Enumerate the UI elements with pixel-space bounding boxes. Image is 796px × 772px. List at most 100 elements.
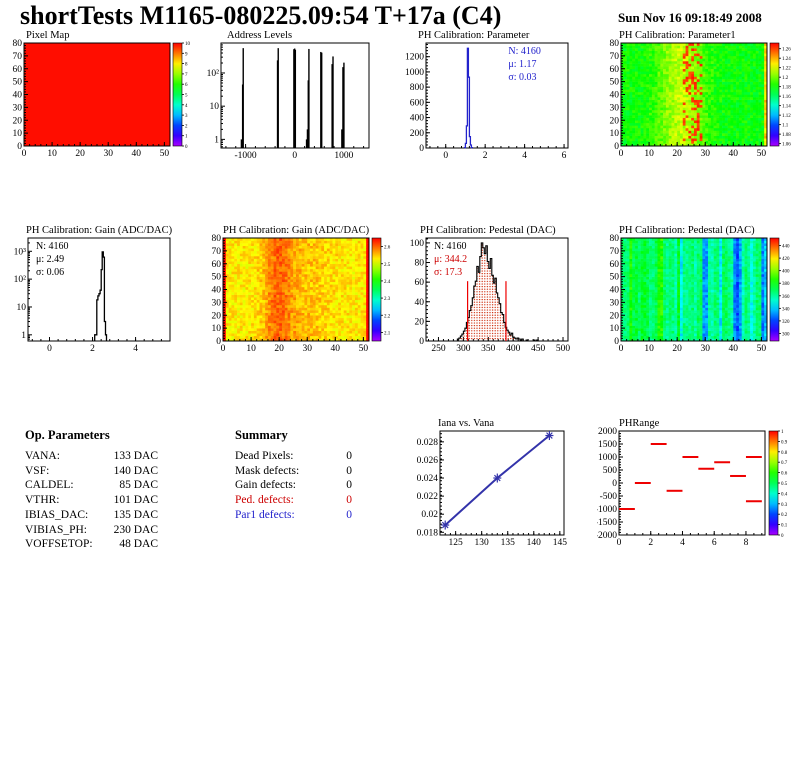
svg-text:40: 40 [610,91,620,101]
svg-text:10²: 10² [14,275,27,285]
row-value: 0 [346,494,352,507]
svg-text:2: 2 [90,344,95,354]
row-label: VOFFSETOP: [25,538,93,551]
gain-histogram-chart: 0 2 4 1 10 10² 10³ N: 4160 μ: 2.49 σ: 0.06 [14,237,171,354]
chart-title: PHRange [619,418,660,429]
svg-text:40: 40 [212,286,222,296]
phrange-chart: 0 2 4 6 8-2000-1500-1000-5000500100015002000… [597,427,788,548]
svg-text:0: 0 [216,337,221,347]
phrange-panel: PHRange 0 2 4 6 8 -2000 -1500 -1000 -500 0 500 1000… [597,410,796,568]
svg-text:10: 10 [47,149,57,159]
svg-text:4: 4 [133,344,138,354]
svg-text:250: 250 [431,344,446,354]
svg-text:1.14: 1.14 [782,105,791,110]
svg-text:100: 100 [410,239,425,249]
svg-text:10: 10 [246,344,256,354]
svg-text:30: 30 [212,298,222,308]
row-label: Ped. defects: [235,494,294,507]
svg-text:6: 6 [185,83,188,88]
svg-text:80: 80 [13,39,23,49]
svg-text:30: 30 [302,344,312,354]
svg-text:1: 1 [185,135,188,140]
svg-text:2.2: 2.2 [384,314,391,319]
svg-text:1.22: 1.22 [782,67,791,72]
svg-text:1.08: 1.08 [782,133,791,138]
svg-text:50: 50 [212,273,222,283]
svg-text:σ: 17.3: σ: 17.3 [434,267,462,278]
svg-text:20: 20 [610,116,620,126]
op-parameters-panel: Op. Parameters VANA: 133 DAC VSF: 140 DAC CA… [25,428,158,552]
svg-text:0: 0 [221,344,226,354]
table-row: IBIAS_DAC: 135 DAC [25,508,158,523]
row-label: VANA: [25,450,60,462]
svg-text:800: 800 [410,83,425,93]
svg-text:10²: 10² [207,69,220,79]
svg-text:1.16: 1.16 [782,95,791,100]
svg-text:20: 20 [274,344,284,354]
svg-text:60: 60 [610,65,620,75]
svg-text:0: 0 [185,145,188,150]
svg-text:10: 10 [185,42,191,47]
svg-text:2.4: 2.4 [384,280,391,285]
svg-text:4: 4 [185,104,188,109]
svg-text:N: 4160: N: 4160 [508,46,541,57]
svg-text:0: 0 [443,151,448,161]
svg-text:8: 8 [185,63,188,68]
svg-text:80: 80 [610,39,620,49]
row-label: Mask defects: [235,464,300,477]
svg-text:1000: 1000 [405,68,424,78]
pedestal-histogram-chart: 250 300 350 400 450 500 0 20 40 60 80 100 N: 4160 μ: … [410,237,571,354]
chart-title: PH Calibration: Parameter1 [619,30,736,41]
table-row: VIBIAS_PH: 230 DAC [25,523,158,538]
iana-vs-vana-chart: 125 130 135 140 1450.0180.020.0220.0240.0260… [417,430,567,548]
pedestal-histogram-panel: PH Calibration: Pedestal (DAC) 250 300 350… [398,218,597,376]
svg-text:1.06: 1.06 [782,143,791,148]
svg-text:1.26: 1.26 [782,48,791,53]
row-value: 133 DAC [113,450,158,462]
svg-text:40: 40 [415,298,425,308]
chart-title: PH Calibration: Pedestal (DAC) [420,225,556,236]
svg-text:1: 1 [214,135,219,145]
svg-text:70: 70 [610,52,620,62]
pixel-map-chart: 0 10 20 30 40 50 0 10 20 30 40 50 60 70 80 0 1 2 3 4 5 6 7 8 9 10 [13,39,191,159]
svg-text:σ: 0.03: σ: 0.03 [508,72,536,83]
svg-text:0: 0 [22,149,27,159]
iana-vs-vana-panel: Iana vs. Vana 125 130 135 140 145 0.018 0.02 0.… [398,410,597,568]
row-value: 135 DAC [113,508,158,521]
chart-title: Address Levels [227,30,293,41]
chart-title: PH Calibration: Gain (ADC/DAC) [26,225,173,236]
svg-text:10³: 10³ [14,247,27,257]
row-value: 0 [346,450,352,462]
row-value: 140 DAC [113,464,158,477]
row-value: 0 [346,464,352,477]
svg-text:0: 0 [419,144,424,154]
svg-text:10: 10 [212,324,222,334]
table-row: Gain defects: 0 [235,478,352,493]
svg-text:0: 0 [47,344,52,354]
svg-text:400: 400 [506,344,521,354]
svg-text:0: 0 [419,337,424,347]
row-label: Gain defects: [235,479,296,492]
svg-text:4: 4 [522,151,527,161]
row-label: CALDEL: [25,479,74,492]
svg-text:10: 10 [610,129,620,139]
svg-text:500: 500 [556,344,571,354]
svg-text:10: 10 [13,129,23,139]
svg-text:350: 350 [481,344,496,354]
svg-text:σ: 0.06: σ: 0.06 [36,267,64,278]
svg-text:20: 20 [415,317,425,327]
op-parameters-table: VANA: 133 DAC VSF: 140 DAC CALDEL: 85 DAC VTHR… [25,449,158,552]
svg-text:6: 6 [562,151,567,161]
ph-parameter-panel: PH Calibration: Parameter 0 2 4 6 0 200 400 600… [398,30,597,188]
row-value: 0 [346,479,352,492]
svg-text:1: 1 [21,331,26,341]
svg-text:20: 20 [212,311,222,321]
svg-text:80: 80 [415,259,425,269]
svg-text:μ: 344.2: μ: 344.2 [434,254,467,265]
pedestal-map-panel: PH Calibration: Pedestal (DAC) 0 10 20 30 40… [597,218,796,376]
svg-text:50: 50 [13,78,23,88]
svg-text:10: 10 [17,303,27,313]
address-levels-panel: Address Levels -1000 0 1000 1 10 10² [199,30,398,188]
ph-parameter-chart: 0 2 4 6 0 200 400 600 800 1000 1200 N: 4160 μ: 1.17 σ… [405,42,569,161]
table-row: Dead Pixels: 0 [235,449,352,464]
